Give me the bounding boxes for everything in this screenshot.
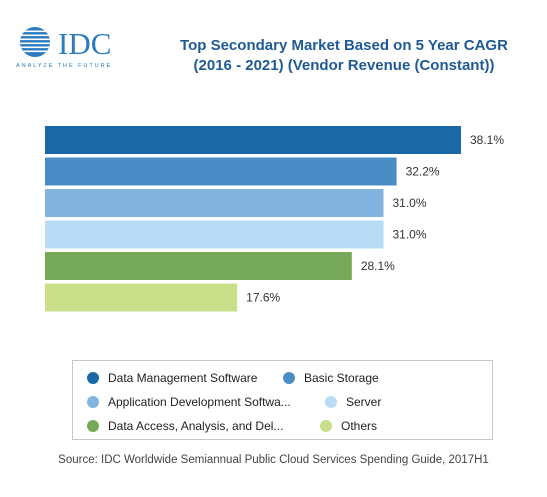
bar-6[interactable]: [45, 283, 238, 312]
legend-label-6: Others: [341, 419, 378, 433]
legend-swatch-2: [283, 372, 295, 384]
idc-logo: IDC ANALYZE THE FUTURE: [16, 26, 112, 69]
legend-label-3: Application Development Softwa...: [108, 395, 291, 409]
legend-label-4: Server: [346, 395, 382, 409]
source-note: Source: IDC Worldwide Semiannual Public …: [58, 454, 489, 466]
bar-value-label-6: 17.6%: [246, 291, 280, 305]
legend-swatch-1: [87, 372, 99, 384]
legend-item-2[interactable]: Basic Storage: [283, 370, 379, 386]
legend-label-1: Data Management Software: [108, 371, 258, 385]
legend-swatch-4: [325, 396, 337, 408]
bar-value-label-4: 31.0%: [392, 228, 426, 242]
bar-2[interactable]: [45, 157, 397, 186]
chart-legend: Data Management Software Basic Storage App…: [72, 360, 493, 440]
chart-title: Top Secondary Market Based on 5 Year CAG…: [148, 36, 540, 76]
bar-value-label-3: 31.0%: [392, 196, 426, 210]
bar-value-label-1: 38.1%: [470, 133, 504, 147]
legend-item-1[interactable]: Data Management Software: [87, 370, 257, 386]
bar-1[interactable]: [45, 126, 461, 154]
legend-swatch-3: [87, 396, 99, 408]
legend-item-6[interactable]: Others: [320, 418, 377, 434]
chart-title-line-2: (2016 - 2021) (Vendor Revenue (Constant)…: [193, 57, 495, 74]
legend-swatch-6: [320, 420, 332, 432]
globe-icon: [20, 27, 50, 57]
bar-5[interactable]: [45, 252, 352, 280]
bar-4[interactable]: [45, 220, 384, 249]
legend-item-3[interactable]: Application Development Softwa...: [87, 394, 291, 410]
logo-tagline: ANALYZE THE FUTURE: [16, 63, 112, 69]
bar-value-label-2: 32.2%: [406, 165, 440, 179]
legend-label-5: Data Access, Analysis, and Del...: [108, 419, 284, 433]
bar-3[interactable]: [45, 189, 384, 217]
chart-title-line-1: Top Secondary Market Based on 5 Year CAG…: [180, 37, 508, 54]
legend-item-4[interactable]: Server: [325, 394, 381, 410]
bar-value-label-5: 28.1%: [361, 259, 395, 273]
legend-label-2: Basic Storage: [304, 371, 379, 385]
bars-group: 38.1% 32.2% 31.0% 31.0% 28.1% 17.6%: [45, 126, 504, 312]
legend-item-5[interactable]: Data Access, Analysis, and Del...: [87, 418, 283, 434]
legend-swatch-5: [87, 420, 99, 432]
logo-wordmark: IDC: [58, 26, 111, 61]
